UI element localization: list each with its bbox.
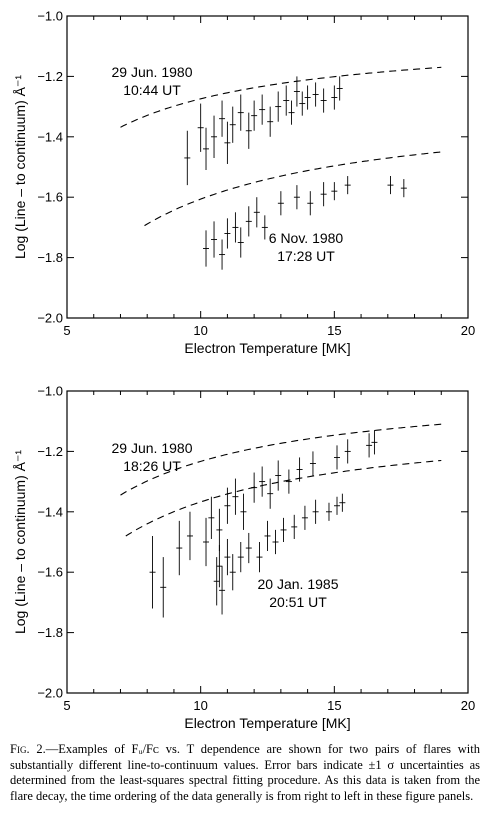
y-tick-label: −1.0 [37, 384, 63, 399]
x-axis-label: Electron Temperature [MK] [184, 340, 350, 356]
y-axis-label: Log (Line – to continuum) Å⁻¹ [12, 450, 28, 634]
x-tick-label: 15 [327, 323, 341, 338]
plot-frame [66, 15, 469, 319]
x-tick-label: 20 [461, 698, 475, 713]
series-label-date: 20 Jan. 1985 [258, 576, 339, 592]
bottom-chart: 5 10 15 20 −1.0 −1.2 −1.4 −1.6 −1.8 −2.0 Electron … [12, 384, 475, 732]
y-tick-label: −1.4 [37, 129, 63, 144]
y-tick-label: −2.0 [37, 311, 63, 326]
caption-fig-label: Fig. 2. [10, 742, 46, 756]
y-axis-label: Log (Line – to continuum) Å⁻¹ [12, 75, 28, 259]
x-axis-label: Electron Temperature [MK] [184, 715, 350, 731]
series-label-time: 18:26 UT [123, 458, 181, 474]
y-tick-label: −1.2 [37, 444, 63, 459]
fit-curve [144, 151, 442, 227]
x-tick-label: 15 [327, 698, 341, 713]
series-label-date: 29 Jun. 1980 [112, 64, 193, 80]
series-label-date: 29 Jun. 1980 [112, 440, 193, 456]
y-tick-label: −1.0 [37, 9, 63, 24]
y-tick-label: −1.8 [37, 625, 63, 640]
y-tick-label: −2.0 [37, 686, 63, 701]
y-tick-label: −1.6 [37, 565, 63, 580]
x-tick-label: 5 [63, 323, 70, 338]
plot-frame [66, 390, 469, 694]
x-tick-label: 5 [63, 698, 70, 713]
y-tick-label: −1.6 [37, 190, 63, 205]
fit-curve [120, 423, 442, 496]
figure-caption: Fig. 2.—Examples of Fᵤ/Fᴄ vs. T dependen… [10, 742, 480, 804]
x-tick-label: 10 [193, 323, 207, 338]
caption-text: —Examples of Fᵤ/Fᴄ vs. T dependence are … [10, 742, 481, 803]
y-tick-label: −1.8 [37, 250, 63, 265]
series-label-date: 6 Nov. 1980 [269, 230, 344, 246]
x-tick-label: 20 [461, 323, 475, 338]
top-chart: 5 10 15 20 −1.0 −1.2 −1.4 −1.6 −1.8 −2.0 Electron … [12, 9, 475, 357]
x-tick-label: 10 [193, 698, 207, 713]
series-label-time: 20:51 UT [269, 594, 327, 610]
y-tick-label: −1.4 [37, 504, 63, 519]
y-tick-label: −1.2 [37, 69, 63, 84]
series-label-time: 10:44 UT [123, 82, 181, 98]
series-label-time: 17:28 UT [277, 248, 335, 264]
